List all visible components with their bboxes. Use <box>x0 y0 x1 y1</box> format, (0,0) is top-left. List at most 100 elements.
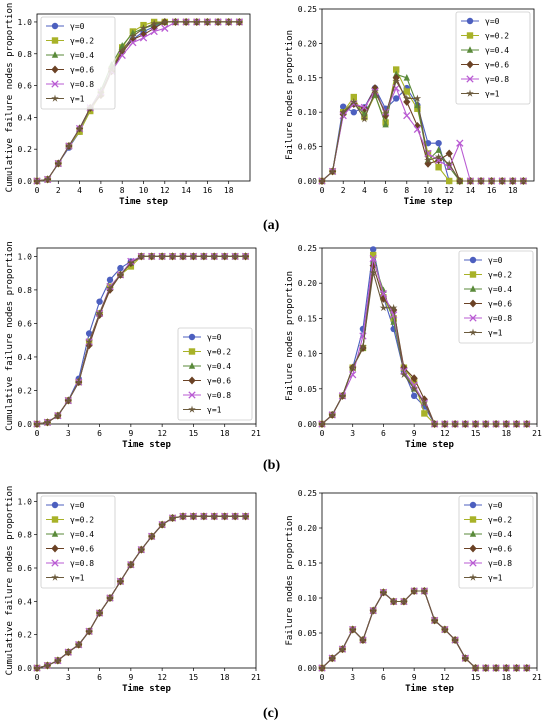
x-tick-label: 0 <box>320 673 325 682</box>
chart-1: 0 2 4 6 8 10 12 14 16 18 0.0 0.2 0.4 0.6 0.8 1.0 Time st… <box>5 3 251 207</box>
data-point <box>241 512 250 520</box>
data-point <box>33 664 41 672</box>
data-point <box>441 625 449 633</box>
data-point <box>451 420 459 428</box>
legend-label: γ=1 <box>485 90 500 99</box>
data-point <box>519 177 528 185</box>
x-tick-label: 16 <box>487 186 497 195</box>
data-point <box>360 103 369 112</box>
y-axis-label: Cumulative failure nodes proportion <box>5 241 15 431</box>
series-6 <box>33 252 250 428</box>
data-point <box>231 512 239 520</box>
data-point <box>390 311 398 319</box>
y-tick-label: 0.8 <box>18 286 33 295</box>
x-tick-label: 15 <box>189 429 199 438</box>
data-point <box>371 87 379 95</box>
legend-marker <box>469 328 477 336</box>
data-point <box>492 420 500 428</box>
data-point <box>137 545 146 553</box>
data-point <box>410 384 418 393</box>
data-point <box>318 420 326 428</box>
data-point <box>379 290 388 298</box>
data-point <box>54 411 62 419</box>
series-6 <box>33 512 250 672</box>
data-point <box>451 636 459 644</box>
legend-marker <box>469 530 477 537</box>
legend-marker <box>51 501 59 509</box>
legend-marker <box>466 89 474 97</box>
y-tick-label: 0.6 <box>18 82 33 91</box>
data-point <box>182 17 190 26</box>
data-point <box>445 159 453 168</box>
legend-marker <box>466 32 474 39</box>
legend-label: γ=0 <box>207 333 222 342</box>
data-point <box>85 627 93 635</box>
data-point <box>137 252 146 260</box>
legend-marker <box>466 75 474 83</box>
data-point <box>214 17 222 26</box>
data-point <box>445 149 453 158</box>
data-point <box>492 664 500 672</box>
data-point <box>389 597 398 605</box>
data-point <box>127 259 135 267</box>
y-tick-label: 0.00 <box>298 420 317 429</box>
data-point <box>189 512 198 520</box>
y-tick-label: 0.6 <box>18 319 33 328</box>
legend-marker <box>51 516 59 523</box>
x-tick-label: 21 <box>251 673 261 682</box>
legend-marker <box>51 65 59 74</box>
data-point <box>210 252 219 260</box>
data-point <box>200 512 208 520</box>
x-tick-label: 14 <box>466 186 476 195</box>
data-point <box>203 17 212 26</box>
data-point <box>522 420 531 428</box>
plot-frame <box>36 492 257 669</box>
data-point <box>43 661 52 669</box>
legend-label: γ=0 <box>488 501 503 510</box>
data-point <box>64 396 73 404</box>
legend-label: γ=0.8 <box>488 314 512 323</box>
data-point <box>338 391 347 400</box>
series-6 <box>33 17 244 185</box>
data-point <box>435 139 442 147</box>
legend-marker <box>188 391 196 399</box>
y-tick-label: 0.00 <box>298 177 317 186</box>
y-tick-label: 1.0 <box>18 18 33 27</box>
data-point <box>328 167 337 175</box>
data-point <box>435 164 442 171</box>
plot-frame <box>36 247 257 425</box>
data-point <box>64 648 73 656</box>
data-point <box>400 597 408 605</box>
data-point <box>139 24 148 32</box>
data-point <box>95 311 104 320</box>
x-tick-label: 6 <box>381 673 386 682</box>
panel-label-a: (a) <box>263 218 280 233</box>
y-axis-label: Cumulative failure nodes proportion <box>5 486 15 676</box>
chart-4: 0 3 6 9 12 15 18 21 0.00 0.05 0.10 0.15 0.20 0.25 Time… <box>285 244 542 450</box>
data-point <box>369 268 377 276</box>
y-tick-label: 0.25 <box>298 5 317 14</box>
legend-label: γ=0.2 <box>485 32 509 41</box>
x-tick-label: 10 <box>423 186 433 195</box>
data-point <box>410 374 418 383</box>
data-point <box>360 104 368 113</box>
y-axis-label: Failure nodes proportion <box>285 515 295 645</box>
data-point <box>328 654 337 662</box>
data-point <box>461 654 470 662</box>
data-point <box>502 664 511 672</box>
legend-label: γ=0.2 <box>488 516 512 525</box>
data-point <box>33 420 41 428</box>
legend-label: γ=0.4 <box>485 46 509 55</box>
y-axis-label: Failure nodes proportion <box>285 30 295 160</box>
x-tick-label: 12 <box>157 429 167 438</box>
legend-marker <box>51 573 59 581</box>
legend-label: γ=1 <box>70 574 85 583</box>
x-tick-label: 18 <box>508 186 518 195</box>
legend-marker <box>469 271 477 278</box>
data-point <box>54 159 63 167</box>
y-tick-label: 0.4 <box>18 113 33 122</box>
legend-label: γ=0 <box>488 256 503 265</box>
legend-label: γ=0.6 <box>488 545 512 554</box>
x-tick-label: 21 <box>532 429 542 438</box>
